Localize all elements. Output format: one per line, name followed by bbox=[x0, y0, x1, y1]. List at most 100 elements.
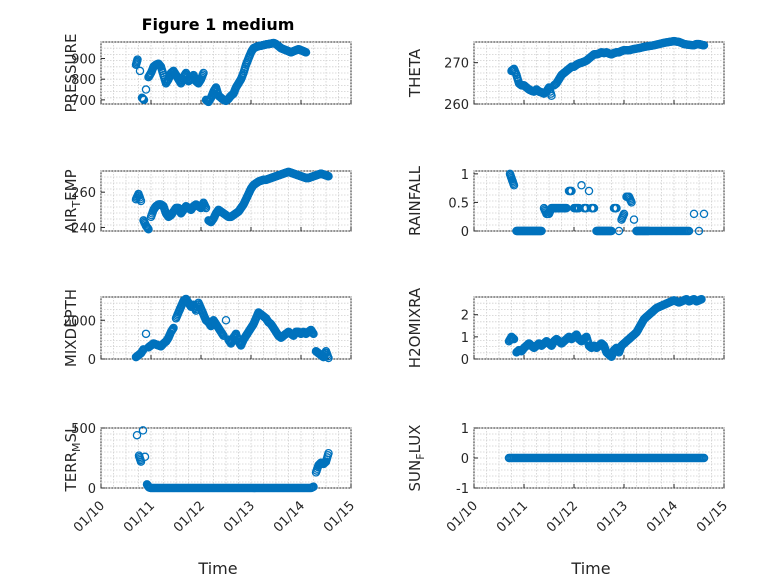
y-axis-label-part: AIR bbox=[62, 208, 80, 233]
data-point bbox=[324, 448, 333, 458]
data-point bbox=[629, 215, 639, 224]
x-tick-label: 01/12 bbox=[544, 498, 581, 535]
data-point bbox=[589, 203, 599, 213]
data-point bbox=[684, 226, 694, 236]
data-point bbox=[138, 426, 148, 435]
data-point bbox=[301, 48, 311, 57]
y-axis-label: RAINFALL bbox=[406, 165, 424, 236]
y-axis-label: PRESSURE bbox=[62, 34, 80, 113]
data-point bbox=[133, 55, 142, 64]
data-point bbox=[699, 41, 709, 50]
data-point bbox=[699, 209, 709, 219]
y-tick-label: 2 bbox=[461, 309, 469, 324]
data-point bbox=[136, 196, 146, 206]
y-tick-label: 0 bbox=[461, 353, 469, 368]
y-axis-label: SUNFLUX bbox=[406, 425, 427, 492]
panel-terr-msl: 0 500 01/10 01/11 01/12 01/13 01/14 01/15 Time TE… bbox=[62, 422, 358, 578]
y-axis-label-part: TERR bbox=[62, 452, 80, 493]
y-tick-label: 0 bbox=[461, 225, 469, 240]
y-axis-label-rest: SL bbox=[62, 424, 80, 443]
data-point bbox=[169, 323, 178, 333]
x-tick-label: 01/10 bbox=[71, 498, 108, 535]
y-tick-label: -1 bbox=[456, 482, 469, 497]
y-tick-label: 1 bbox=[461, 331, 469, 346]
y-axis-label-part: SUN bbox=[406, 460, 424, 492]
panel-rainfall: 0 0.5 1 RAINFALL bbox=[406, 165, 725, 240]
y-axis-label: TERRMSL bbox=[62, 424, 83, 493]
panel-theta: 260 270 THETA bbox=[406, 36, 725, 113]
y-tick-label: 0 bbox=[461, 452, 469, 467]
y-tick-label: 2000 bbox=[63, 314, 96, 329]
y-tick-label: 0.5 bbox=[448, 196, 469, 211]
data-point bbox=[221, 315, 231, 325]
y-tick-label: 260 bbox=[71, 186, 96, 201]
data-point bbox=[324, 353, 333, 363]
data-point bbox=[547, 91, 556, 100]
data-point bbox=[309, 482, 318, 492]
x-tick-label: 01/15 bbox=[694, 498, 731, 535]
y-axis-label: MIXDEPTH bbox=[62, 289, 80, 367]
x-tick-label: 01/13 bbox=[221, 498, 258, 535]
y-tick-label: 500 bbox=[71, 422, 96, 437]
data-point bbox=[627, 198, 636, 207]
y-tick-label: 270 bbox=[444, 57, 469, 72]
data-point bbox=[694, 226, 704, 236]
y-axis-label-sub: F bbox=[414, 453, 427, 459]
y-axis-label-rest: LUX bbox=[406, 425, 424, 454]
y-axis-label: AIRTEMP bbox=[62, 169, 83, 232]
data-point bbox=[584, 186, 594, 196]
x-tick-label: 01/12 bbox=[171, 498, 208, 535]
y-tick-label: 1 bbox=[461, 422, 469, 437]
data-point bbox=[577, 181, 586, 190]
data-point bbox=[612, 203, 621, 213]
x-tick-label: 01/14 bbox=[644, 498, 681, 535]
data-point bbox=[537, 226, 546, 236]
data-point bbox=[199, 68, 208, 78]
x-tick-label: 01/11 bbox=[121, 498, 158, 535]
data-point bbox=[141, 329, 151, 339]
x-tick-label: 01/15 bbox=[321, 498, 358, 535]
data-point bbox=[132, 430, 142, 440]
y-tick-label: 900 bbox=[71, 53, 96, 68]
data-point bbox=[689, 209, 699, 219]
data-point bbox=[309, 329, 318, 339]
x-tick-label: 01/14 bbox=[271, 498, 308, 535]
y-tick-label: 800 bbox=[71, 73, 96, 88]
y-tick-label: 260 bbox=[444, 98, 469, 113]
y-tick-label: 0 bbox=[88, 353, 96, 368]
x-tick-label: 01/13 bbox=[594, 498, 631, 535]
y-axis-label: H2OMIXRA bbox=[406, 287, 424, 368]
data-point bbox=[135, 66, 145, 76]
x-axis-label: Time bbox=[570, 559, 610, 578]
y-tick-label: 1 bbox=[461, 168, 469, 183]
data-point bbox=[139, 95, 149, 105]
y-tick-label: 0 bbox=[88, 482, 96, 497]
data-point bbox=[697, 294, 706, 304]
data-point bbox=[144, 224, 153, 234]
chart-title: Figure 1 medium bbox=[142, 15, 295, 34]
data-point bbox=[141, 85, 151, 94]
y-axis-label: THETA bbox=[406, 48, 424, 98]
data-point bbox=[567, 186, 576, 196]
data-point bbox=[201, 203, 211, 213]
y-axis-label-sub: M bbox=[70, 442, 83, 452]
y-tick-label: 240 bbox=[71, 221, 96, 236]
x-tick-label: 01/10 bbox=[444, 498, 481, 535]
y-axis-label-rest: EMP bbox=[62, 169, 80, 200]
panel-h2omixra: 0 1 2 H2OMIXRA bbox=[406, 287, 725, 368]
x-tick-label: 01/11 bbox=[494, 498, 531, 535]
x-axis-label: Time bbox=[197, 559, 237, 578]
y-tick-label: 700 bbox=[71, 94, 96, 109]
data-point bbox=[614, 226, 624, 236]
panel-sun-flux: -1 0 1 01/10 01/11 01/12 01/13 01/14 01/15 Time SU… bbox=[406, 422, 731, 578]
data-point bbox=[699, 453, 709, 463]
data-point bbox=[140, 452, 150, 462]
data-point bbox=[509, 334, 519, 344]
data-point bbox=[324, 172, 333, 181]
data-point bbox=[619, 209, 629, 219]
y-axis-label-sub: T bbox=[70, 201, 83, 209]
